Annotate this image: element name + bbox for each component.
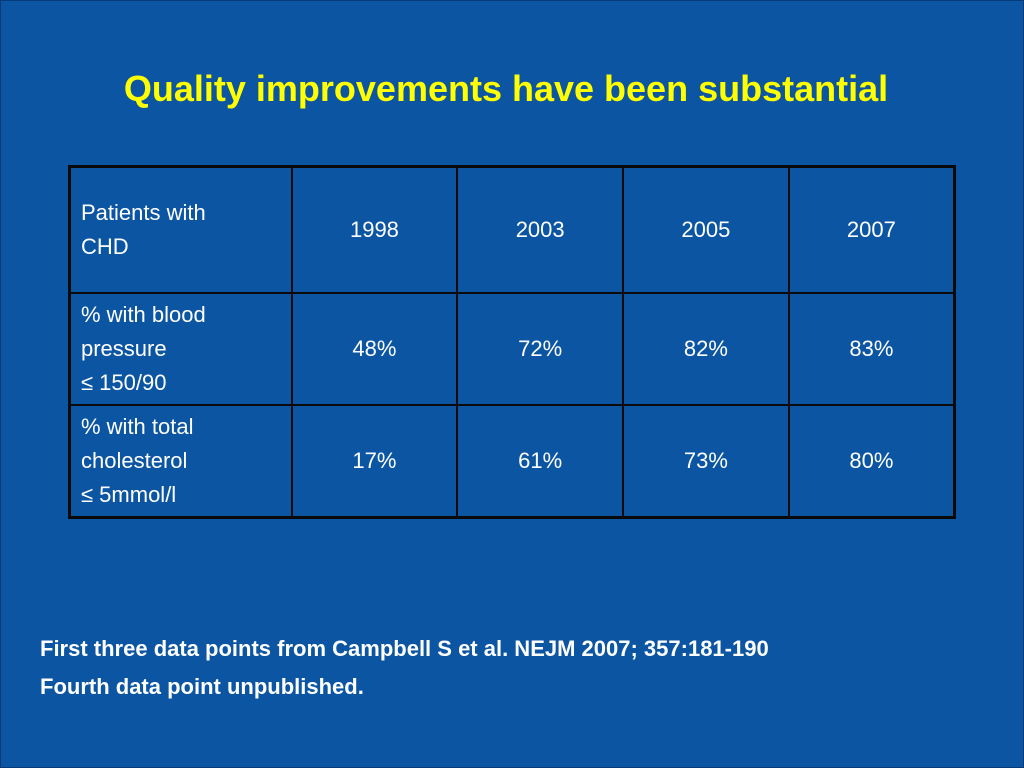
table-cell: 48% (290, 292, 459, 406)
table-cell: 80% (787, 404, 956, 519)
row-label-line1: % with total (81, 414, 194, 439)
row-label-line1: % with blood (81, 302, 206, 327)
header-label-line2: CHD (81, 234, 129, 259)
year-header-1998: 1998 (290, 165, 459, 294)
table-cell: 61% (456, 404, 625, 519)
row-label-line3: ≤ 150/90 (81, 370, 167, 395)
footnote-line1: First three data points from Campbell S … (40, 636, 769, 661)
header-label-line1: Patients with (81, 200, 206, 225)
results-table: Patients with CHD 1998 2003 2005 2007 % … (68, 165, 956, 519)
footnote-line2: Fourth data point unpublished. (40, 674, 364, 699)
slide-title: Quality improvements have been substanti… (123, 68, 889, 109)
table-header-row: Patients with CHD 1998 2003 2005 2007 (68, 165, 956, 294)
table-cell: 72% (456, 292, 625, 406)
row-label-line2: cholesterol (81, 448, 188, 473)
table-cell: 83% (787, 292, 956, 406)
table-row: % with total cholesterol ≤ 5mmol/l 17% 6… (68, 404, 956, 519)
table-header-label: Patients with CHD (68, 165, 293, 294)
table-cell: 17% (290, 404, 459, 519)
row-label-cholesterol: % with total cholesterol ≤ 5mmol/l (68, 404, 293, 519)
year-header-2003: 2003 (456, 165, 625, 294)
row-label-blood-pressure: % with blood pressure ≤ 150/90 (68, 292, 293, 406)
year-header-2007: 2007 (787, 165, 956, 294)
table-cell: 82% (622, 292, 790, 406)
row-label-line3: ≤ 5mmol/l (81, 482, 177, 507)
row-label-line2: pressure (81, 336, 167, 361)
year-header-2005: 2005 (622, 165, 790, 294)
source-footnote: First three data points from Campbell S … (40, 630, 769, 706)
table-row: % with blood pressure ≤ 150/90 48% 72% 8… (68, 292, 956, 406)
table-cell: 73% (622, 404, 790, 519)
